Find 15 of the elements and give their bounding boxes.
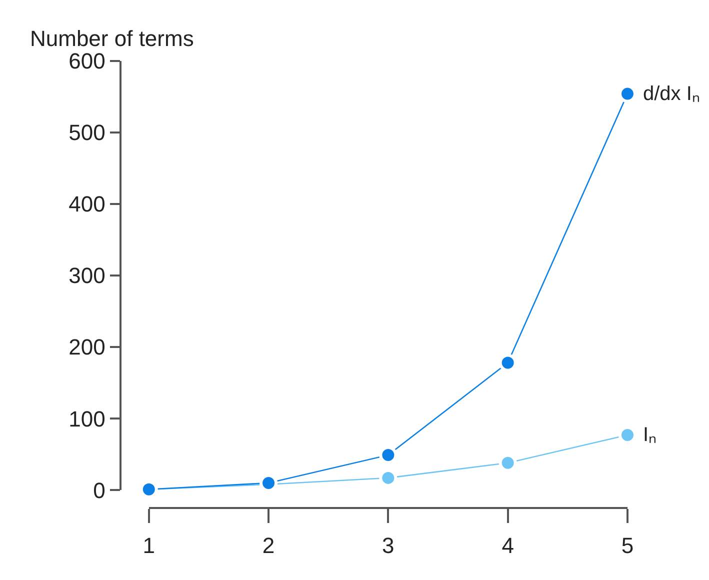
y-tick-label: 300: [68, 263, 106, 288]
y-tick-label: 0: [93, 478, 106, 503]
y-axis-title: Number of terms: [30, 26, 194, 51]
x-tick-label: 1: [142, 533, 156, 558]
y-tick-label: 500: [68, 120, 106, 146]
x-tick-label: 3: [382, 533, 394, 558]
y-tick-label: 100: [68, 406, 106, 432]
y-tick-label: 400: [68, 192, 106, 217]
x-tick-label: 5: [621, 533, 634, 558]
series-label: Iₙ: [643, 424, 657, 446]
x-tick-label: 4: [502, 533, 514, 558]
series-label: d/dx Iₙ: [643, 83, 700, 105]
x-tick-label: 2: [262, 533, 275, 558]
y-tick-label: 200: [68, 334, 106, 360]
y-tick-label: 600: [68, 48, 106, 74]
